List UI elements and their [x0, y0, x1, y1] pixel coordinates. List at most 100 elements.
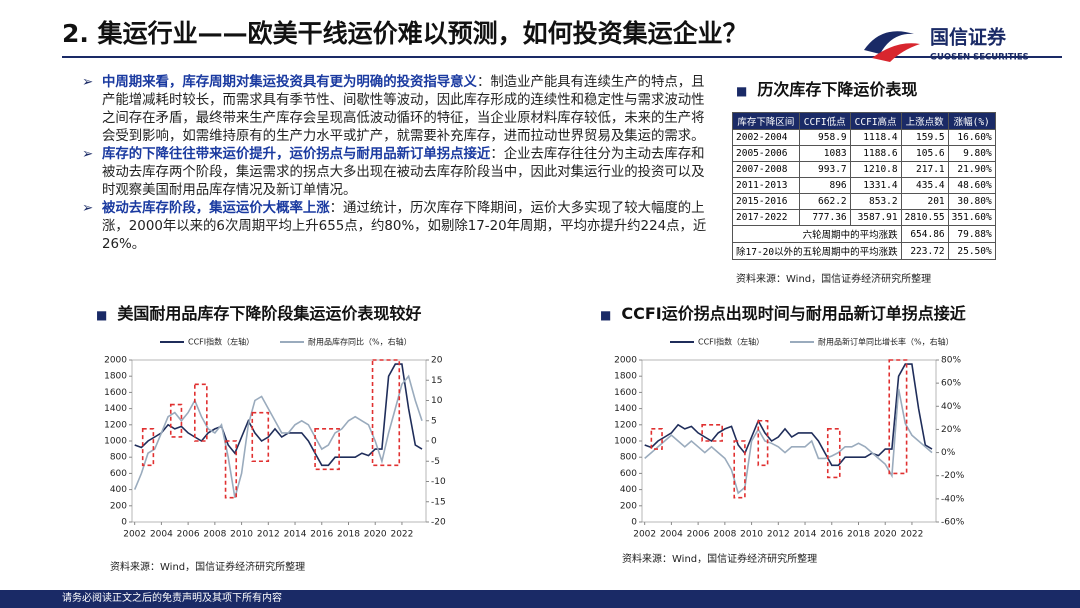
x-tick-label: 2022	[900, 530, 923, 540]
x-tick-label: 2016	[310, 530, 333, 540]
bullet-text: ：制造业产能具有连续生产的特点，且产能增减耗时较长，而需求具有季节性、间歇性等波…	[102, 75, 705, 144]
table-cell: 105.6	[900, 145, 949, 162]
table-cell: 六轮周期中的平均涨跌	[732, 225, 902, 243]
highlight-box	[224, 440, 238, 499]
x-tick-label: 2004	[660, 530, 683, 540]
table-cell: 16.60%	[947, 129, 996, 146]
y2-tick-label: 20	[431, 356, 443, 366]
y2-tick-label: -40%	[941, 494, 965, 504]
table-cell: 223.72	[900, 242, 949, 260]
y-tick-label: 1400	[614, 404, 637, 414]
table-row: 2002-2004 958.9 1118.4 159.5 16.60%	[732, 129, 996, 146]
x-tick-label: 2010	[230, 530, 253, 540]
table-header-cell: 库存下降区间	[732, 112, 800, 130]
table-cell: 3587.91	[849, 209, 902, 226]
table-cell: 662.2	[798, 193, 851, 210]
y-tick-label: 1000	[104, 437, 127, 447]
x-tick-label: 2012	[767, 530, 790, 540]
table-row: 2011-2013 896 1331.4 435.4 48.60%	[732, 177, 996, 194]
table-cell: 2017-2022	[732, 209, 800, 226]
bullet-text: ：通过统计，历次库存下降期间，运价大多实现了较大幅度的上涨，2000年以来的6次…	[102, 201, 707, 252]
table-row: 2007-2008 993.7 1210.8 217.1 21.90%	[732, 161, 996, 178]
y-tick-label: 400	[110, 485, 127, 495]
table-cell: 2810.55	[900, 209, 949, 226]
series-line	[134, 363, 423, 467]
table-header-cell: 上涨点数	[900, 112, 949, 130]
table-summary-row: 六轮周期中的平均涨跌 654.86 79.88%	[732, 225, 996, 243]
table-source: 资料来源：Wind，国信证券经济研究所整理	[736, 274, 932, 285]
x-tick-label: 2018	[847, 530, 870, 540]
logo-en: GUOSEN SECURITIES	[930, 53, 1029, 63]
table-cell: 25.50%	[947, 242, 996, 260]
y2-tick-label: -20	[431, 518, 446, 528]
legend-label: CCFI指数（左轴）	[188, 337, 254, 347]
y2-tick-label: -5	[431, 457, 440, 467]
table-cell: 351.60%	[947, 209, 996, 226]
table-title: 历次库存下降运价表现	[736, 76, 917, 100]
x-tick-label: 2008	[203, 530, 226, 540]
table-cell: 除17-20以外的五轮周期中的平均涨跌	[732, 242, 902, 260]
y2-tick-label: -60%	[941, 518, 965, 528]
y-tick-label: 1000	[614, 437, 637, 447]
y2-tick-label: 80%	[941, 356, 961, 366]
x-tick-label: 2004	[150, 530, 173, 540]
y2-tick-label: 0%	[941, 448, 956, 458]
y2-tick-label: -10	[431, 477, 446, 487]
y-tick-label: 2000	[104, 356, 127, 366]
x-tick-label: 2006	[177, 530, 200, 540]
table-cell: 435.4	[900, 177, 949, 194]
table-cell: 217.1	[900, 161, 949, 178]
footer: 请务必阅读正文之后的免责声明及其项下所有内容	[0, 590, 1080, 608]
x-tick-label: 2014	[794, 530, 817, 540]
highlight-box	[141, 428, 155, 467]
highlight-box	[650, 428, 663, 450]
bullet-lead: 被动去库存阶段，集运运价大概率上涨	[102, 201, 330, 216]
table-cell: 30.80%	[947, 193, 996, 210]
x-tick-label: 2016	[820, 530, 843, 540]
y2-tick-label: 60%	[941, 379, 961, 389]
highlight-box	[314, 428, 340, 471]
table-cell: 159.5	[900, 129, 949, 146]
series-line	[644, 388, 933, 495]
table-header-cell: CCFI低点	[798, 112, 851, 130]
logo-text: 国信证券	[930, 26, 1007, 49]
highlight-box	[251, 411, 270, 463]
table-header-row: 库存下降区间 CCFI低点 CCFI高点 上涨点数 涨幅(%)	[732, 112, 996, 130]
y-tick-label: 800	[620, 453, 637, 463]
legend-label: 耐用品新订单同比增长率（%，右轴）	[818, 337, 954, 347]
x-tick-label: 2010	[740, 530, 763, 540]
y-tick-label: 200	[110, 501, 127, 511]
series-line	[133, 374, 423, 498]
table-row: 2015-2016 662.2 853.2 201 30.80%	[732, 193, 996, 210]
y-tick-label: 0	[121, 518, 127, 528]
table-cell: 896	[798, 177, 851, 194]
x-tick-label: 2022	[390, 530, 413, 540]
table-cell: 1331.4	[849, 177, 902, 194]
table-cell: 1083	[798, 145, 851, 162]
bullet-text: ：企业去库存往往分为主动去库存和被动去库存两个阶段，集运需求的拐点大多出现在被动…	[102, 147, 705, 198]
series-line	[644, 363, 933, 467]
x-tick-label: 2008	[713, 530, 736, 540]
y2-tick-label: -15	[431, 497, 446, 507]
highlight-box	[757, 419, 769, 467]
y-tick-label: 2000	[614, 356, 637, 366]
y-tick-label: 1200	[614, 420, 637, 430]
chart: 0200400600800100012001400160018002000-20…	[104, 337, 446, 540]
slide-title: 2. 集运行业——欧美干线运价难以预测，如何投资集运企业？	[62, 19, 748, 48]
table: 库存下降区间 CCFI低点 CCFI高点 上涨点数 涨幅(%) 2002-2004 958.…	[732, 112, 996, 260]
y-tick-label: 600	[620, 469, 637, 479]
logo: 国信证券 GUOSEN SECURITIES	[864, 26, 1029, 63]
y-tick-label: 1200	[104, 420, 127, 430]
table-cell: 777.36	[798, 209, 851, 226]
y-tick-label: 1600	[104, 388, 127, 398]
title-rule	[62, 56, 1062, 58]
chart: 0 200 400 600 800 1000 1200 1400 1600 1800 2000 -60…	[614, 337, 965, 540]
legend-label: 耐用品库存同比（%，右轴）	[308, 337, 412, 347]
y-tick-label: 1600	[614, 388, 637, 398]
y2-tick-label: 40%	[941, 402, 961, 412]
table-cell: 1210.8	[849, 161, 902, 178]
table-cell: 79.88%	[947, 225, 996, 243]
y-tick-label: 1400	[104, 404, 127, 414]
table-cell: 48.60%	[947, 177, 996, 194]
